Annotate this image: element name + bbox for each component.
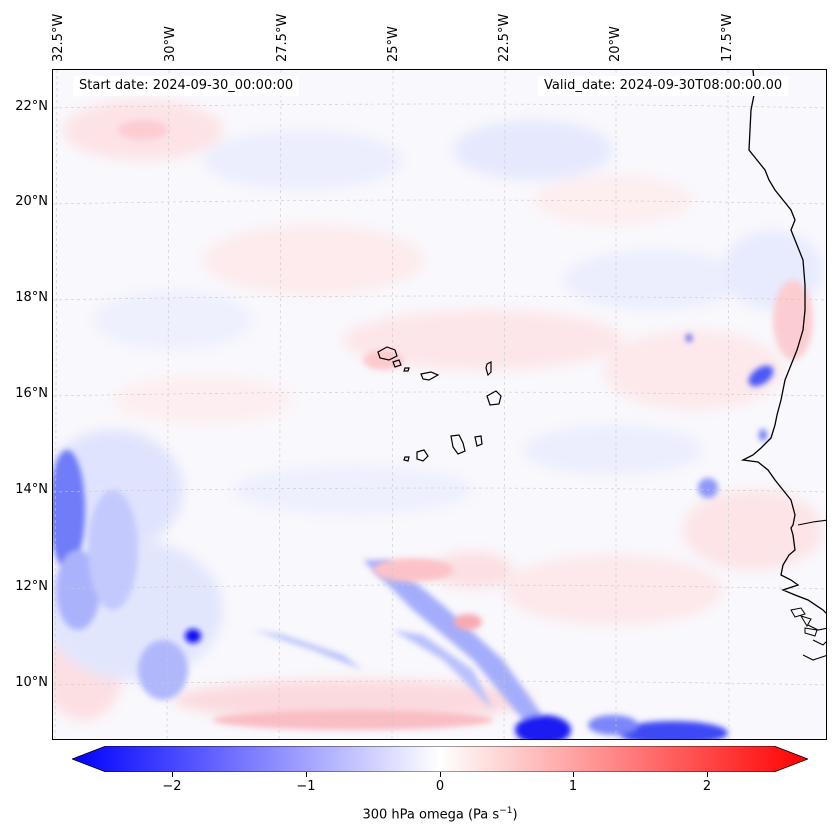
lon-label-20w: 20°W — [608, 26, 623, 62]
colorbar-label: 300 hPa omega (Pa s−1) — [362, 806, 518, 823]
colorbar-ticklabel-2: 2 — [702, 779, 712, 794]
valid-date-label: Valid_date: 2024-09-30T08:00:00.00 — [538, 76, 789, 96]
colorbar-ticklabel-minus1: −1 — [296, 779, 316, 794]
island-boa-vista — [486, 390, 502, 406]
coastline-gulf — [797, 519, 826, 526]
island-brava — [403, 456, 410, 462]
lat-label-16n: 16°N — [15, 386, 48, 401]
omega-field-map — [53, 70, 826, 739]
colorbar-tick-2 — [707, 772, 708, 777]
island-sao-nicolau — [420, 371, 440, 381]
coastline-islands-south — [790, 607, 818, 637]
colorbar-tick-1 — [573, 772, 574, 777]
lat-label-10n: 10°N — [15, 675, 48, 690]
start-date-label: Start date: 2024-09-30_00:00:00 — [73, 76, 300, 96]
island-santa-luzia — [403, 367, 410, 372]
colorbar-ticklabel-1: 1 — [568, 779, 578, 794]
island-sal — [485, 361, 492, 377]
lat-label-22n: 22°N — [15, 99, 48, 114]
omega-strong-positive — [118, 120, 813, 730]
island-sao-vicente — [392, 359, 402, 368]
island-santo-antao — [377, 346, 398, 361]
lon-label-32-5w: 32.5°W — [51, 13, 66, 62]
colorbar-ticklabel-minus2: −2 — [162, 779, 182, 794]
colorbar-gradient — [72, 746, 808, 772]
island-maio — [474, 435, 483, 447]
omega-strong-negative — [53, 334, 774, 739]
lon-label-25w: 25°W — [386, 26, 401, 62]
coastline-bijagos — [802, 624, 826, 661]
african-coastline — [740, 70, 826, 614]
lat-label-12n: 12°N — [15, 579, 48, 594]
graticule — [53, 70, 826, 739]
colorbar-ticklabel-0: 0 — [435, 779, 445, 794]
lat-label-14n: 14°N — [15, 482, 48, 497]
lat-label-20n: 20°N — [15, 194, 48, 209]
cabo-verde-islands — [377, 346, 502, 462]
colorbar-tick-0 — [440, 772, 441, 777]
lon-label-30w: 30°W — [163, 26, 178, 62]
colorbar — [72, 746, 808, 772]
lon-label-17-5w: 17.5°W — [720, 13, 735, 62]
island-santiago — [450, 434, 466, 455]
colorbar-tick-minus1 — [306, 772, 307, 777]
island-fogo — [416, 449, 429, 462]
map-panel — [52, 69, 827, 740]
lon-label-22-5w: 22.5°W — [497, 13, 512, 62]
lon-label-27-5w: 27.5°W — [275, 13, 290, 62]
lat-label-18n: 18°N — [15, 290, 48, 305]
colorbar-tick-minus2 — [172, 772, 173, 777]
omega-field-blobs — [53, 100, 823, 720]
